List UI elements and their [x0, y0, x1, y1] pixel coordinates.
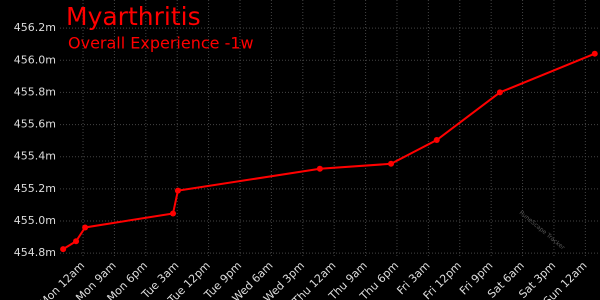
point	[316, 165, 323, 172]
y-tick-label: 455.4m	[14, 150, 56, 163]
point	[73, 238, 80, 245]
point	[433, 137, 440, 144]
point	[82, 224, 89, 231]
plot	[60, 50, 598, 253]
chart-title: Myarthritis	[66, 2, 201, 31]
grid	[60, 0, 600, 258]
y-tick-label: 455.6m	[14, 118, 56, 131]
point	[496, 89, 503, 96]
line	[62, 52, 596, 251]
y-tick-label: 455.2m	[14, 182, 56, 195]
point	[170, 210, 177, 217]
y-tick-label: 456.0m	[14, 53, 56, 66]
y-tick-label: 454.8m	[14, 246, 56, 259]
y-tick-label: 456.2m	[14, 21, 56, 34]
point	[60, 246, 67, 253]
chart-subtitle: Overall Experience -1w	[68, 34, 254, 53]
point	[174, 187, 181, 194]
y-tick-label: 455.8m	[14, 85, 56, 98]
y-tick-label: 455.0m	[14, 214, 56, 227]
point	[591, 50, 598, 57]
point	[388, 160, 395, 167]
